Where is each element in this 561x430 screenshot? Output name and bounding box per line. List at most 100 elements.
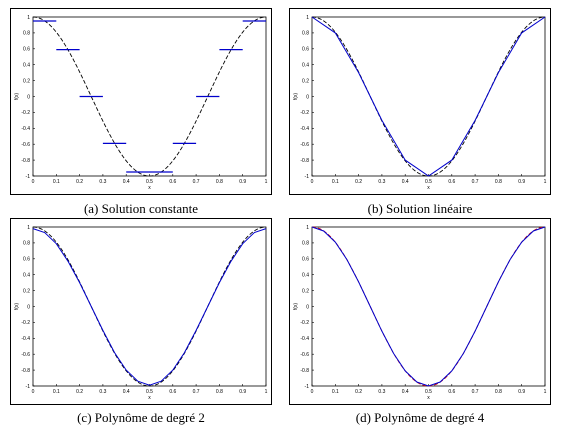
x-tick-label: 0.3 [378,179,385,185]
x-tick-label: 0.9 [518,389,525,395]
y-tick-label: 0 [306,94,309,100]
reference-curve [33,17,266,176]
x-tick-label: 0.8 [495,179,502,185]
caption-degree4: (d) Polynôme de degré 4 [284,410,556,426]
y-tick-label: -0.4 [300,126,309,132]
chart-panel-linear: 0 0.1 0.2 0.3 0.4 0.5 0.6 0.7 0.8 0.9 1 -1 -0.8 -0.6-… [289,8,551,195]
y-tick-label: 0.4 [23,273,30,279]
x-tick-label: 0.6 [448,179,455,185]
y-tick-label: 1 [306,225,309,231]
y-tick-label: 0.6 [302,257,309,263]
y-tick-label: -1 [305,174,310,180]
x-tick-label: 0.9 [518,179,525,185]
y-tick-label: 1 [306,15,309,21]
y-tick-label: -0.6 [300,142,309,148]
x-tick-label: 0.2 [355,179,362,185]
reference-curve [312,17,545,176]
x-tick-label: 0.1 [332,179,339,185]
y-tick-label: 1 [27,225,30,231]
y-tick-label: 0.8 [302,241,309,247]
x-tick-label: 0.6 [169,179,176,185]
y-tick-label: 0.2 [302,78,309,84]
y-tick-label: 0 [306,304,309,310]
chart-panel-degree4: 0 0.1 0.2 0.3 0.4 0.5 0.6 0.7 0.8 0.9 1 -1 -0.8 -0.6 -… [289,218,551,405]
y-tick-label: -0.2 [300,320,309,326]
y-tick-label: -1 [26,384,31,390]
plot-frame [33,17,266,176]
chart-svg-constant: 0 0.1 0.2 0.3 0.4 0.5 0.6 0.7 0.8 0.9 1 -1 -0.8 -0.6 -… [11,9,273,196]
y-tick-label: -1 [26,174,31,180]
y-tick-label: 0.6 [23,257,30,263]
plot-frame [33,227,266,386]
y-tick-label: 0.2 [302,288,309,294]
y-tick-label: -0.6 [300,352,309,358]
y-tick-label: -0.4 [300,336,309,342]
y-tick-label: -0.8 [21,368,30,374]
x-tick-label: 0.7 [472,389,479,395]
x-tick-label: 0.3 [378,389,385,395]
plot-frame [312,227,545,386]
y-tick-label: 0.6 [302,47,309,53]
x-tick-label: 0.6 [448,389,455,395]
x-tick-label: 0.3 [99,389,106,395]
x-tick-label: 0 [32,179,35,185]
x-axis-label: x [427,395,430,401]
y-tick-label: 0.2 [23,288,30,294]
y-tick-label: -0.2 [300,110,309,116]
x-tick-label: 0.7 [193,389,200,395]
x-tick-label: 1 [544,179,547,185]
y-tick-label: -0.2 [21,110,30,116]
x-tick-label: 0.4 [123,179,130,185]
y-tick-label: 0.8 [302,31,309,37]
y-tick-label: -0.8 [21,158,30,164]
x-tick-label: 0.9 [239,179,246,185]
x-tick-label: 0.1 [332,389,339,395]
x-tick-label: 0 [32,389,35,395]
x-tick-label: 0 [311,179,314,185]
x-tick-label: 0.8 [216,389,223,395]
x-tick-label: 0.7 [193,179,200,185]
x-tick-label: 0.8 [495,389,502,395]
x-tick-label: 0.9 [239,389,246,395]
x-tick-label: 1 [544,389,547,395]
x-axis-label: x [148,185,151,191]
y-tick-label: 1 [27,15,30,21]
y-tick-label: 0.8 [23,31,30,37]
y-tick-label: 0.6 [23,47,30,53]
reference-curve [33,227,266,386]
y-tick-label: 0.4 [302,273,309,279]
x-tick-label: 0.4 [123,389,130,395]
x-tick-label: 1 [265,179,268,185]
x-tick-label: 0.7 [472,179,479,185]
caption-degree2: (c) Polynôme de degré 2 [5,410,277,426]
x-axis-label: x [427,185,430,191]
approximation-curve [33,229,266,386]
caption-constant: (a) Solution constante [5,201,277,217]
x-axis-label: x [148,395,151,401]
chart-svg-degree4: 0 0.1 0.2 0.3 0.4 0.5 0.6 0.7 0.8 0.9 1 -1 -0.8 -0.6 -… [290,219,552,406]
y-axis-label: f(x) [14,93,20,101]
y-tick-label: -1 [305,384,310,390]
y-tick-label: -0.4 [21,336,30,342]
x-tick-label: 0.6 [169,389,176,395]
y-tick-label: 0.8 [23,241,30,247]
approximation-curve [312,17,545,176]
y-tick-label: 0 [27,94,30,100]
y-tick-label: 0.4 [23,63,30,69]
plot-frame [312,17,545,176]
chart-svg-degree2: 0 0.1 0.2 0.3 0.4 0.5 0.6 0.7 0.8 0.9 1 -1 -0.8 -0.6 -… [11,219,273,406]
y-tick-label: 0.2 [23,78,30,84]
y-tick-label: -0.2 [21,320,30,326]
y-tick-label: 0.4 [302,63,309,69]
x-tick-label: 0 [311,389,314,395]
y-tick-label: -0.4 [21,126,30,132]
y-tick-label: -0.6 [21,352,30,358]
x-tick-label: 1 [265,389,268,395]
x-tick-label: 0.1 [53,389,60,395]
chart-panel-degree2: 0 0.1 0.2 0.3 0.4 0.5 0.6 0.7 0.8 0.9 1 -1 -0.8 -0.6 -… [10,218,272,405]
reference-curve [312,227,545,386]
chart-panel-constant: 0 0.1 0.2 0.3 0.4 0.5 0.6 0.7 0.8 0.9 1 -1 -0.8 -0.6 -… [10,8,272,195]
y-axis-label: f(x) [293,303,299,311]
x-tick-label: 0.4 [402,389,409,395]
y-axis-label: f(x) [14,303,20,311]
